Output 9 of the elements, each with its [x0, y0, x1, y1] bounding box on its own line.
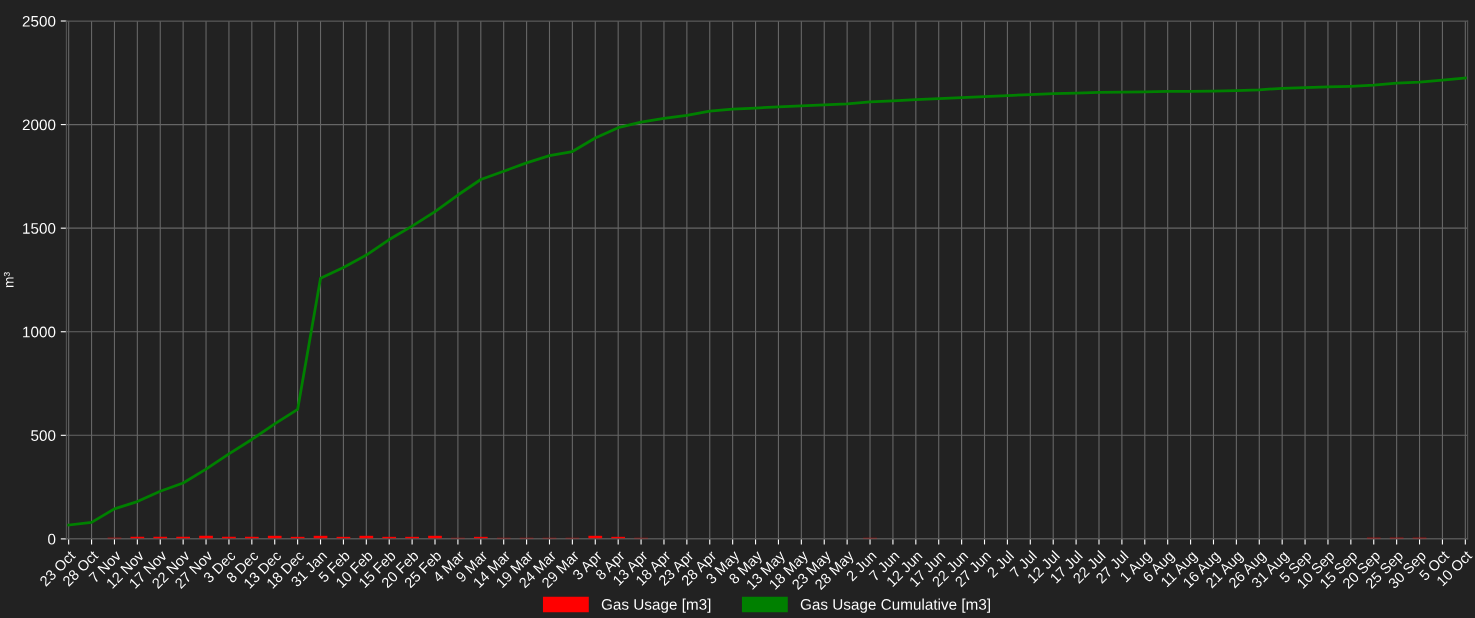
legend-label: Gas Usage [m3]	[601, 598, 711, 613]
y-axis-title: m³	[3, 272, 14, 288]
y-tick-label: 1000	[23, 326, 56, 338]
y-tick-label: 1500	[23, 223, 56, 234]
y-tick-label: 500	[31, 430, 56, 442]
y-tick-label: 2000	[22, 119, 56, 131]
y-tick-label: 2500	[22, 15, 56, 27]
y-tick-label: 0	[48, 533, 56, 545]
legend-label: Gas Usage Cumulative [m3]	[800, 598, 990, 613]
